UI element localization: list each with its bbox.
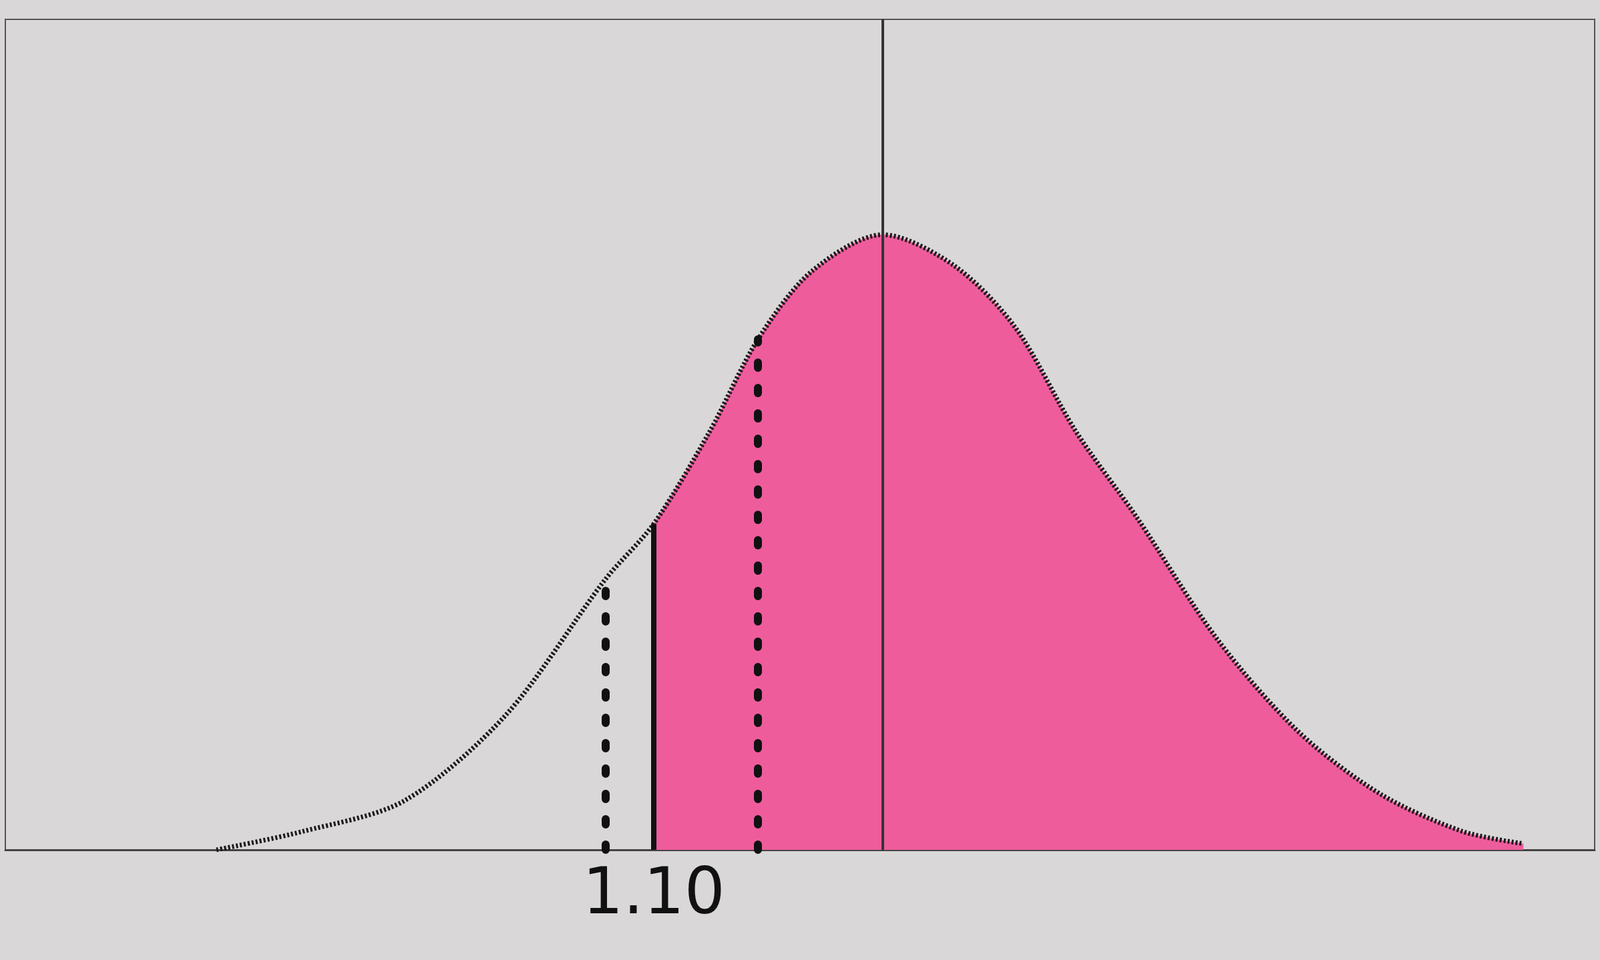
svg-text:1.10: 1.10 bbox=[582, 854, 726, 929]
